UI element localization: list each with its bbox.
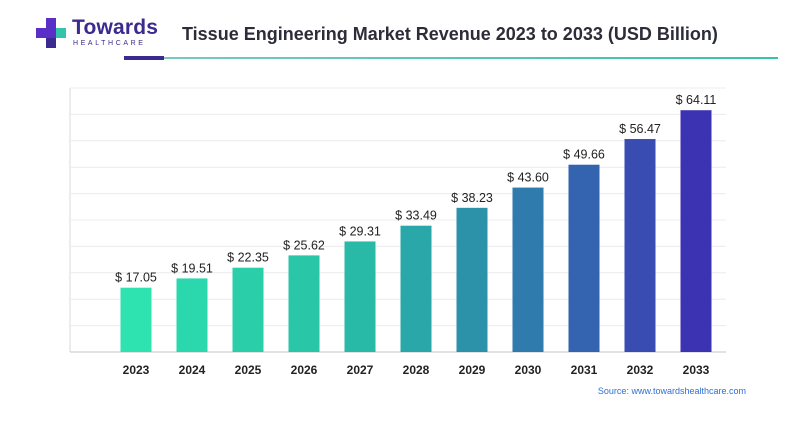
- brand-subtitle: HEALTHCARE: [73, 40, 146, 47]
- x-tick-label: 2031: [571, 363, 598, 377]
- bar: [400, 225, 432, 352]
- bar-value-label: $ 19.51: [171, 261, 213, 275]
- bar: [624, 139, 656, 352]
- x-tick-label: 2024: [179, 363, 206, 377]
- bar-value-label: $ 64.11: [676, 93, 717, 107]
- bar: [344, 241, 376, 352]
- x-tick-label: 2030: [515, 363, 542, 377]
- header-divider: [124, 57, 778, 59]
- x-tick-label: 2033: [683, 363, 710, 377]
- bar-value-label: $ 33.49: [395, 209, 437, 223]
- bar-value-label: $ 29.31: [339, 224, 381, 238]
- bar: [120, 287, 152, 352]
- x-tick-label: 2032: [627, 363, 654, 377]
- bar-value-label: $ 49.66: [563, 148, 605, 162]
- bar-value-label: $ 38.23: [451, 191, 493, 205]
- x-tick-label: 2029: [459, 363, 486, 377]
- bar-value-label: $ 56.47: [619, 122, 661, 136]
- header: Towards HEALTHCARE Tissue Engineering Ma…: [0, 0, 800, 70]
- x-tick-label: 2023: [123, 363, 150, 377]
- bar: [232, 267, 264, 352]
- x-tick-label: 2027: [347, 363, 374, 377]
- source-note: Source: www.towardshealthcare.com: [597, 386, 746, 396]
- bar: [680, 110, 712, 352]
- brand-name: Towards: [72, 16, 159, 39]
- header-divider-accent: [124, 56, 164, 60]
- bar-value-label: $ 43.60: [507, 171, 549, 185]
- x-tick-label: 2028: [403, 363, 430, 377]
- bar: [176, 278, 208, 352]
- chart-title: Tissue Engineering Market Revenue 2023 t…: [182, 24, 718, 44]
- x-tick-label: 2025: [235, 363, 262, 377]
- bar: [568, 164, 600, 352]
- bar-chart: $ 17.05 2023 $ 19.51 2024 $ 22.35 2025 $ 25.62…: [69, 87, 726, 377]
- plus-logo-icon: [36, 18, 66, 48]
- bar-value-label: $ 17.05: [115, 271, 157, 285]
- bar: [288, 255, 320, 352]
- brand-logo[interactable]: Towards HEALTHCARE: [36, 14, 166, 54]
- bar: [456, 207, 488, 352]
- bar-value-label: $ 25.62: [283, 238, 325, 252]
- x-tick-label: 2026: [291, 363, 318, 377]
- bar-value-label: $ 22.35: [227, 251, 269, 265]
- bar: [512, 187, 544, 352]
